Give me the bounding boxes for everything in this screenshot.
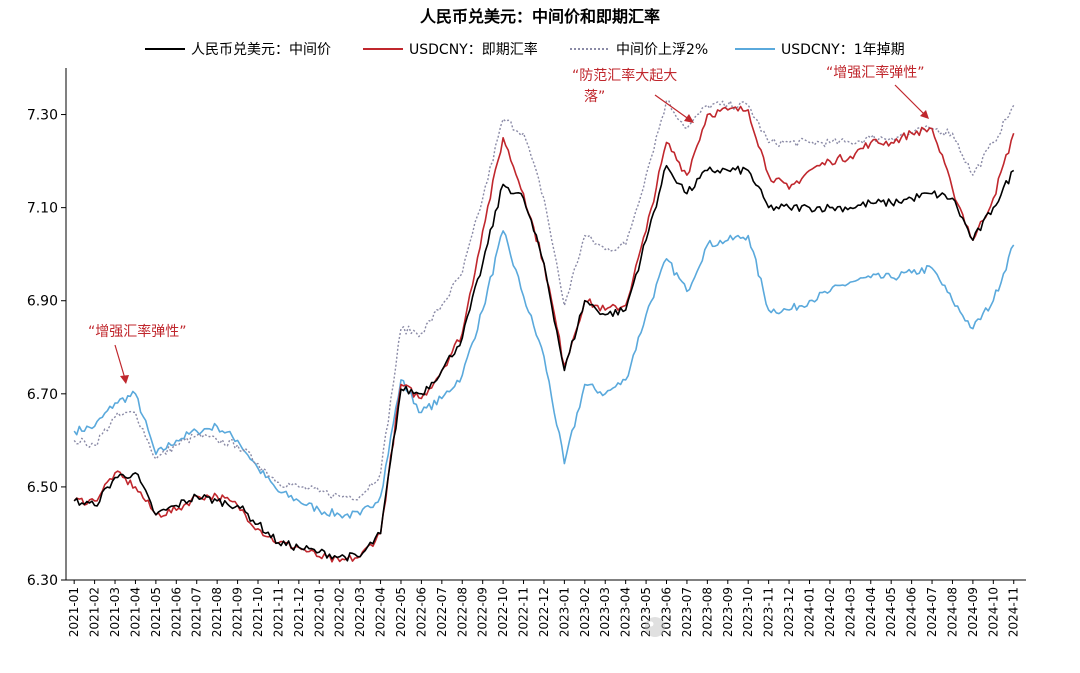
x-tick-label: 2024-08 <box>945 587 959 637</box>
x-tick-label: 2024-04 <box>864 587 878 637</box>
x-tick-label: 2024-07 <box>925 587 939 637</box>
x-tick-label: 2023-06 <box>660 587 674 637</box>
annotation-text: “增强汇率弹性” <box>826 64 925 81</box>
y-tick-label: 7.10 <box>27 201 58 217</box>
x-tick-label: 2022-07 <box>435 587 449 637</box>
chart-title: 人民币兑美元：中间价和即期汇率 <box>420 7 660 26</box>
series-line-0 <box>73 164 1015 562</box>
x-tick-label: 2021-11 <box>271 587 285 637</box>
annotation-text: “防范汇率大起大 <box>572 67 677 84</box>
annotation-arrowhead <box>920 110 929 119</box>
x-tick-label: 2023-08 <box>700 587 714 637</box>
x-tick-label: 2024-10 <box>986 587 1000 637</box>
x-tick-label: 2023-10 <box>741 587 755 637</box>
watermark-logo-icon <box>645 617 665 637</box>
x-tick-label: 2021-07 <box>190 587 204 637</box>
x-tick-label: 2021-08 <box>210 587 224 637</box>
x-tick-label: 2023-05 <box>639 587 653 637</box>
x-tick-label: 2022-06 <box>414 587 428 637</box>
x-tick-label: 2022-11 <box>517 587 531 637</box>
x-tick-label: 2023-07 <box>680 587 694 637</box>
annotation-arrowhead <box>120 375 129 384</box>
x-tick-label: 2023-12 <box>782 587 796 637</box>
x-tick-label: 2021-06 <box>169 587 183 637</box>
annotation-arrow <box>894 84 926 116</box>
series-line-3 <box>73 230 1015 519</box>
x-tick-label: 2024-09 <box>966 587 980 637</box>
watermark <box>645 617 665 637</box>
y-tick-label: 7.30 <box>27 108 58 124</box>
annotation-text: 落” <box>584 89 605 105</box>
y-tick-label: 6.50 <box>27 480 58 496</box>
x-tick-label: 2024-11 <box>1007 587 1021 637</box>
x-tick-label: 2024-02 <box>823 587 837 637</box>
x-tick-label: 2021-10 <box>251 587 265 637</box>
legend-label-1: USDCNY：即期汇率 <box>409 41 538 58</box>
x-tick-label: 2022-05 <box>394 587 408 637</box>
legend-label-2: 中间价上浮2% <box>616 42 708 58</box>
x-tick-label: 2023-09 <box>721 587 735 637</box>
legend: 人民币兑美元：中间价 USDCNY：即期汇率 中间价上浮2% USDCNY：1年掉期 <box>145 41 905 58</box>
x-tick-label: 2021-09 <box>231 587 245 637</box>
x-tick-label: 2021-01 <box>67 587 81 637</box>
y-tick-label: 6.30 <box>27 573 58 589</box>
x-tick-label: 2021-05 <box>149 587 163 637</box>
series-layer <box>73 99 1015 563</box>
x-tick-label: 2024-03 <box>843 587 857 637</box>
x-tick-label: 2021-12 <box>292 587 306 637</box>
axes: 6.30 6.50 6.70 6.90 7.10 7.30 2021-01 2021-02 20… <box>27 68 1026 637</box>
x-tick-label: 2024-05 <box>884 587 898 637</box>
x-tick-label: 2021-03 <box>108 587 122 637</box>
x-tick-label: 2021-02 <box>88 587 102 637</box>
x-tick-label: 2023-11 <box>762 587 776 637</box>
x-tick-label: 2022-01 <box>312 587 326 637</box>
legend-label-3: USDCNY：1年掉期 <box>781 42 905 58</box>
x-tick-label: 2023-02 <box>578 587 592 637</box>
series-line-1 <box>73 105 1015 563</box>
x-tick-label: 2024-06 <box>905 587 919 637</box>
x-tick-label: 2022-12 <box>537 587 551 637</box>
annotation-arrowhead <box>684 114 694 123</box>
x-tick-label: 2022-10 <box>496 587 510 637</box>
x-tick-label: 2021-04 <box>128 587 142 637</box>
x-tick-label: 2022-09 <box>476 587 490 637</box>
x-tick-label: 2024-01 <box>802 587 816 637</box>
x-tick-label: 2022-04 <box>374 587 388 637</box>
series-line-2 <box>73 99 1015 501</box>
y-tick-label: 6.90 <box>27 294 58 310</box>
x-tick-label: 2022-03 <box>353 587 367 637</box>
x-tick-label: 2023-03 <box>598 587 612 637</box>
watermark-logo-dot <box>648 621 654 627</box>
x-tick-label: 2023-01 <box>557 587 571 637</box>
annotation-arrow <box>654 94 691 121</box>
y-tick-label: 6.70 <box>27 387 58 403</box>
x-tick-label: 2022-02 <box>333 587 347 637</box>
annotation-text: “增强汇率弹性” <box>88 323 187 340</box>
x-tick-label: 2023-04 <box>619 587 633 637</box>
x-tick-label: 2022-08 <box>455 587 469 637</box>
legend-label-0: 人民币兑美元：中间价 <box>191 42 331 58</box>
